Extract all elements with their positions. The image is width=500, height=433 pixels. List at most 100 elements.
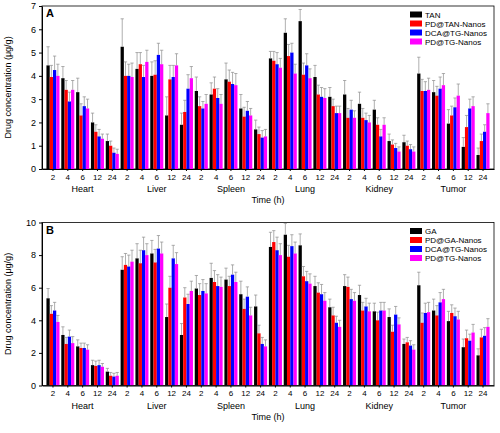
bar	[261, 344, 264, 386]
tick: 12	[464, 169, 473, 182]
tick-mark	[39, 255, 42, 256]
bar	[477, 355, 480, 385]
bar	[305, 65, 308, 169]
tick: 5	[31, 48, 42, 58]
error-bar	[186, 75, 189, 89]
bar	[121, 270, 124, 386]
error-bar	[406, 141, 409, 146]
error-bar	[231, 72, 234, 84]
bar	[246, 297, 249, 386]
tick-label: 2	[51, 173, 56, 182]
bar	[254, 129, 257, 169]
bar-series	[56, 50, 489, 169]
bar	[180, 335, 183, 386]
bar	[94, 132, 97, 169]
error-bar	[294, 64, 297, 73]
bar	[145, 62, 148, 169]
bar	[427, 90, 430, 169]
tick-label: 6	[155, 173, 160, 182]
legend-swatch	[410, 228, 422, 234]
error-bar	[308, 274, 311, 284]
tick: 12	[315, 386, 324, 399]
error-bar	[275, 237, 278, 250]
tick-label: 2	[31, 348, 36, 358]
bar	[249, 115, 252, 169]
tick: 4	[140, 386, 145, 399]
error-bar	[109, 372, 112, 375]
bar	[231, 275, 234, 386]
error-bar	[453, 308, 456, 316]
tick: 12	[390, 169, 399, 182]
error-bar	[150, 62, 153, 76]
tick: 2	[273, 169, 278, 182]
error-bar	[350, 289, 353, 299]
error-bar	[106, 368, 109, 371]
tick-mark	[260, 386, 261, 388]
tick-label: 6	[31, 25, 36, 35]
tick-label: 8	[31, 250, 36, 260]
bar	[397, 152, 400, 169]
error-bar	[101, 363, 104, 366]
bar	[61, 78, 64, 169]
tick-mark	[230, 169, 231, 171]
bar	[376, 320, 379, 385]
bar	[350, 299, 353, 385]
bar	[257, 134, 260, 169]
bar	[186, 304, 189, 386]
bar	[242, 117, 245, 169]
tick-mark	[468, 386, 469, 388]
error-bar	[201, 101, 204, 108]
tick: 6	[80, 386, 85, 399]
bar	[50, 314, 53, 386]
bar	[91, 122, 94, 169]
bar	[224, 79, 227, 169]
bar	[480, 141, 483, 169]
error-bar	[205, 284, 208, 294]
error-bar	[424, 82, 427, 91]
group-label: Liver	[147, 184, 167, 194]
tick-mark	[319, 386, 320, 388]
y-axis: 01234567	[31, 1, 43, 174]
tick: 3	[31, 95, 42, 105]
error-bar	[346, 108, 349, 117]
tick: 6	[155, 386, 160, 399]
bar	[435, 315, 438, 385]
legend-label: PD@TAN-Nanos	[425, 20, 485, 29]
tick: 12	[315, 169, 324, 182]
panel-label: B	[46, 224, 54, 236]
tick-mark	[201, 169, 202, 171]
bar	[453, 107, 456, 169]
tick-mark	[394, 169, 395, 171]
error-bar	[353, 111, 356, 118]
bar	[420, 323, 423, 386]
error-bar	[242, 299, 245, 309]
tick-mark	[201, 386, 202, 388]
bar	[210, 278, 213, 386]
bar	[331, 315, 334, 385]
error-bar	[239, 94, 242, 108]
bar	[198, 295, 201, 385]
bar	[50, 77, 53, 169]
tick: 6	[31, 283, 42, 293]
tick-label: 12	[315, 389, 324, 398]
y-axis-title: Drug concentration (μg/g)	[3, 36, 13, 138]
tick: 24	[182, 169, 191, 182]
error-bar	[447, 110, 450, 124]
bar	[450, 313, 453, 386]
tick-label: 2	[199, 173, 204, 182]
bar	[216, 98, 219, 169]
bar	[320, 97, 323, 169]
tick-mark	[39, 386, 42, 387]
error-bar	[112, 148, 115, 153]
bar	[439, 302, 442, 385]
tick-label: 7	[31, 1, 36, 11]
error-bar	[61, 327, 64, 335]
bar	[183, 112, 186, 169]
error-bar	[338, 320, 341, 327]
tick-mark	[52, 169, 53, 171]
bar	[406, 146, 409, 169]
bar	[346, 118, 349, 169]
bar	[79, 348, 82, 385]
bar	[373, 311, 376, 385]
group-label: Tumor	[441, 184, 467, 194]
